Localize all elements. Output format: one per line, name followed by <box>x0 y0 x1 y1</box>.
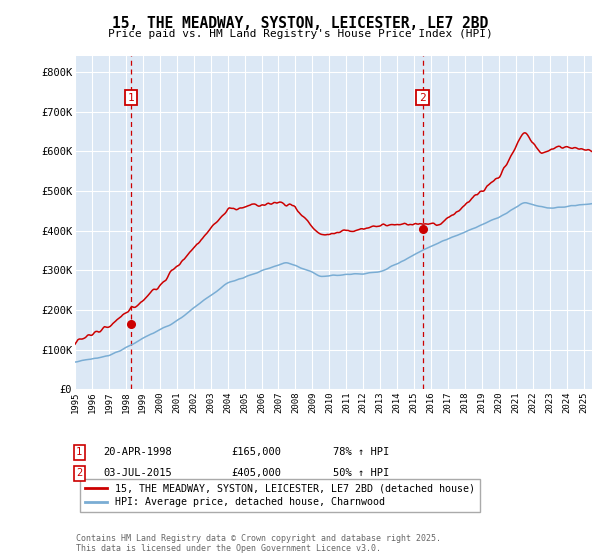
Text: 2: 2 <box>419 92 426 102</box>
Text: 03-JUL-2015: 03-JUL-2015 <box>103 468 172 478</box>
Text: £165,000: £165,000 <box>231 447 281 458</box>
Text: 50% ↑ HPI: 50% ↑ HPI <box>333 468 389 478</box>
Text: Contains HM Land Registry data © Crown copyright and database right 2025.
This d: Contains HM Land Registry data © Crown c… <box>76 534 441 553</box>
Text: 1: 1 <box>128 92 134 102</box>
Text: 78% ↑ HPI: 78% ↑ HPI <box>333 447 389 458</box>
Text: 15, THE MEADWAY, SYSTON, LEICESTER, LE7 2BD: 15, THE MEADWAY, SYSTON, LEICESTER, LE7 … <box>112 16 488 31</box>
Text: 20-APR-1998: 20-APR-1998 <box>103 447 172 458</box>
Text: 1: 1 <box>76 447 82 458</box>
Text: 2: 2 <box>76 468 82 478</box>
Text: £405,000: £405,000 <box>231 468 281 478</box>
Legend: 15, THE MEADWAY, SYSTON, LEICESTER, LE7 2BD (detached house), HPI: Average price: 15, THE MEADWAY, SYSTON, LEICESTER, LE7 … <box>80 479 480 512</box>
Text: Price paid vs. HM Land Registry's House Price Index (HPI): Price paid vs. HM Land Registry's House … <box>107 29 493 39</box>
